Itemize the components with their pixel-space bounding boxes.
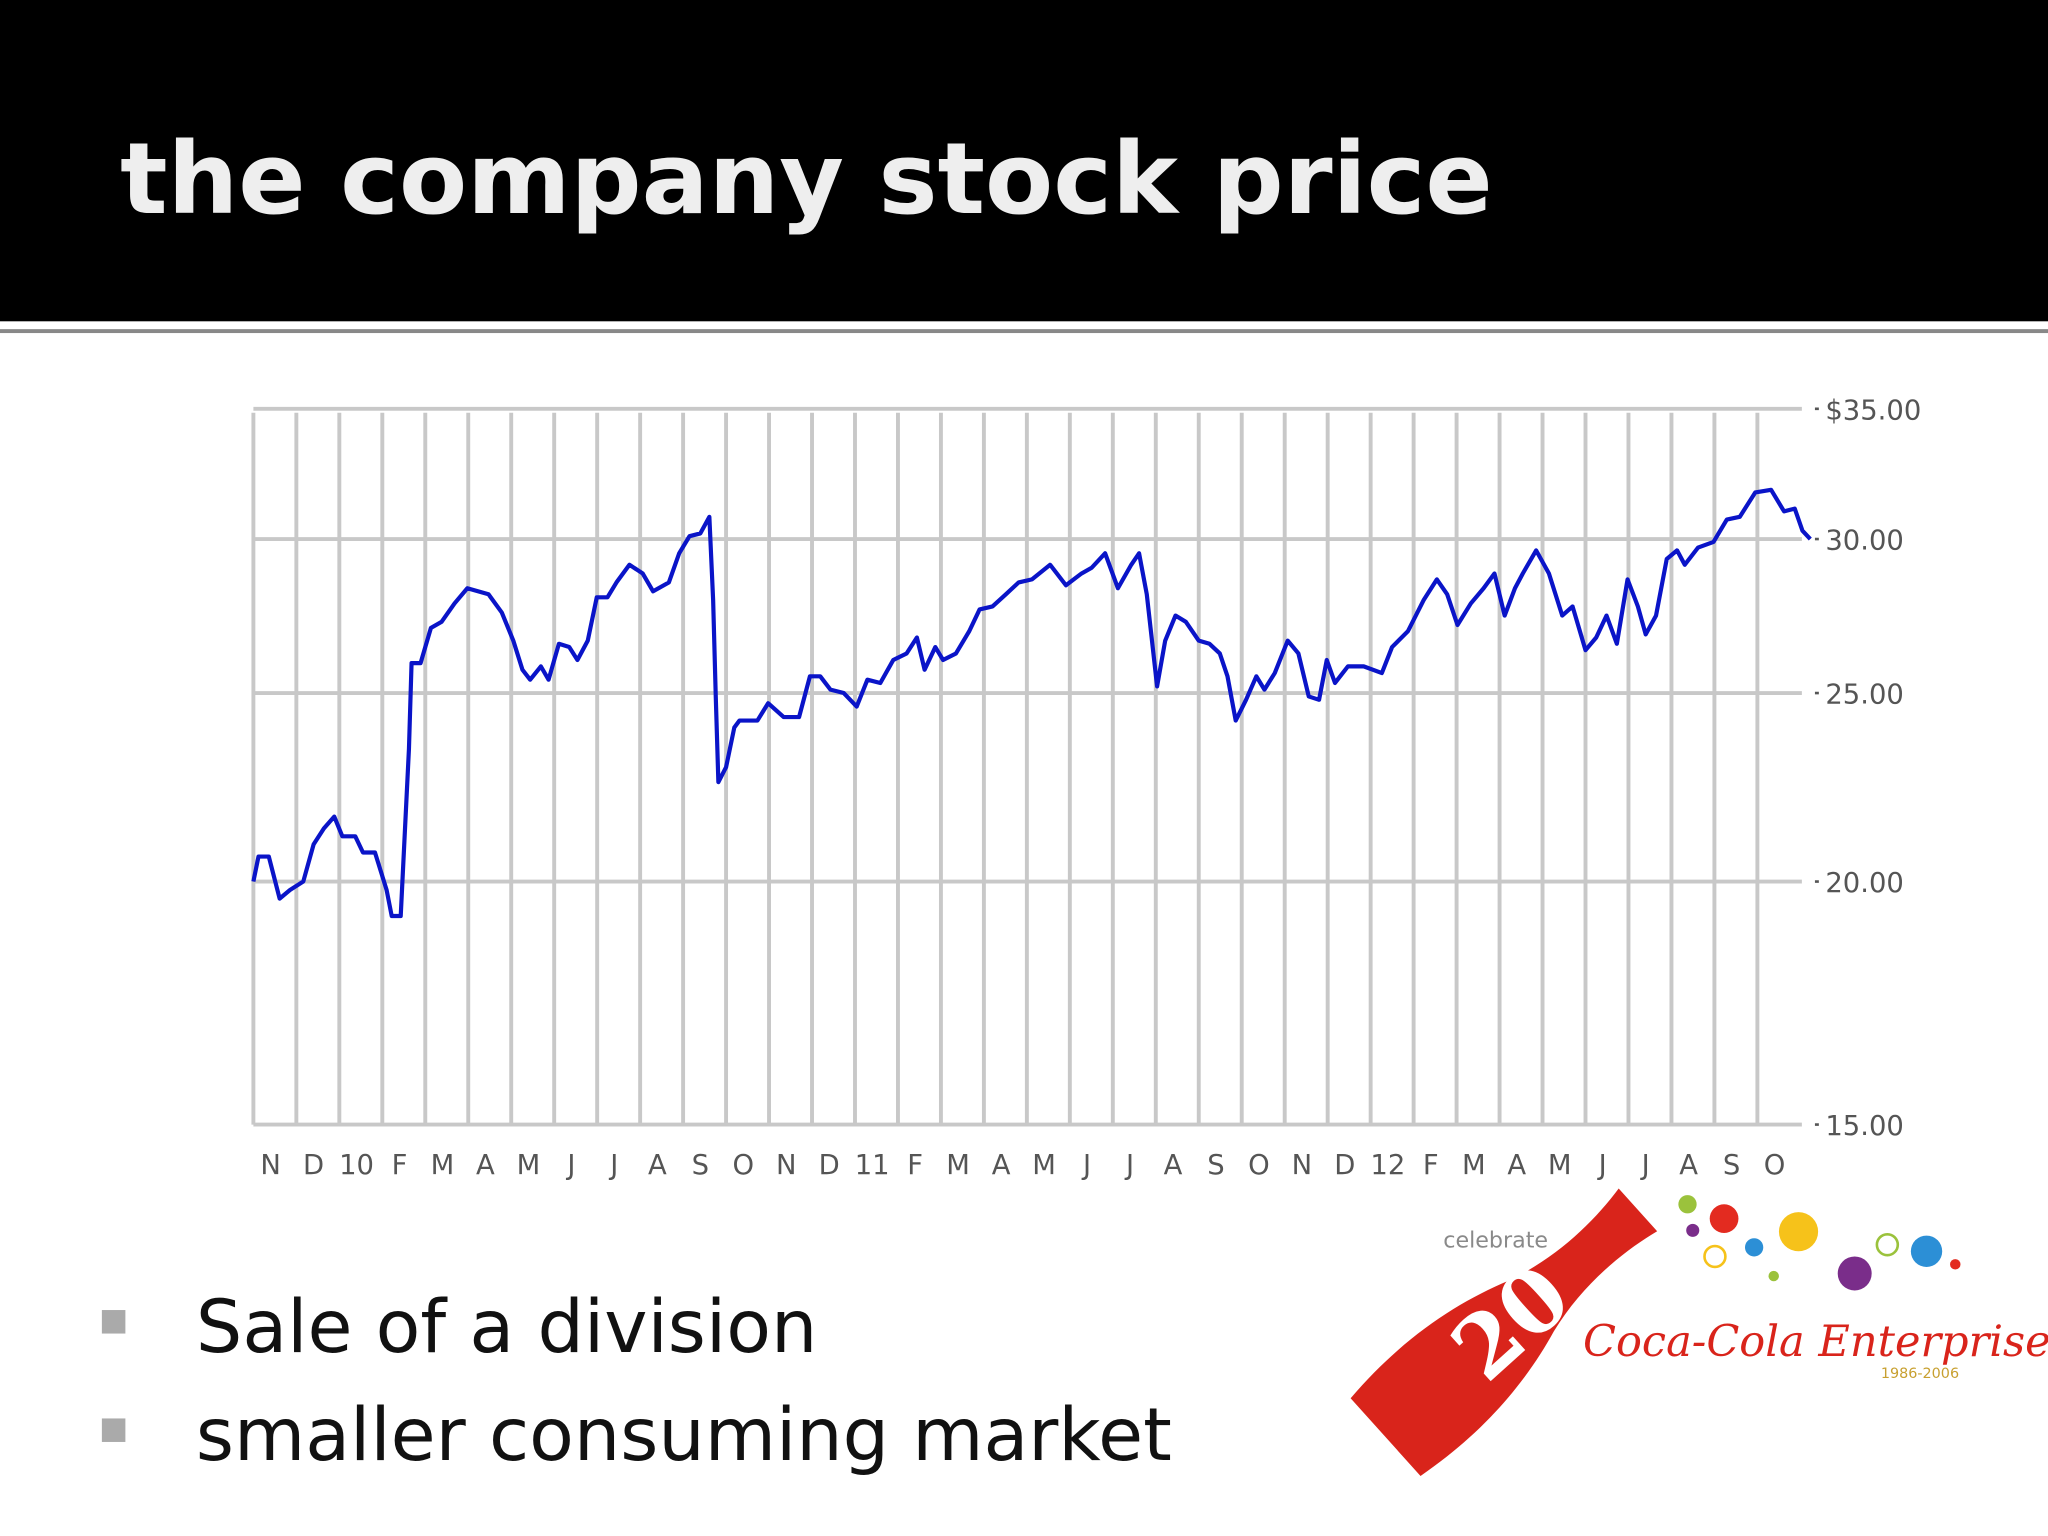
x-tick-label: A [1164, 1150, 1183, 1181]
x-tick-label: O [732, 1150, 754, 1181]
price-line [251, 487, 1812, 919]
logo-dot [1686, 1223, 1700, 1237]
logo-bottle: 20 [1350, 1188, 1658, 1476]
bullet-marker [101, 1418, 126, 1442]
bullet-marker [101, 1310, 126, 1334]
bullet-text: Sale of a division [196, 1285, 817, 1370]
y-tick-label: $35.00 [1825, 395, 1921, 426]
y-tick-label: 20.00 [1825, 868, 1903, 899]
x-tick-label: S [1207, 1150, 1224, 1181]
x-tick-label: S [1723, 1150, 1740, 1181]
x-tick-label: J [1081, 1150, 1091, 1181]
x-tick-label: A [1679, 1150, 1698, 1181]
x-tick-label: J [1597, 1150, 1607, 1181]
x-tick-label: M [431, 1150, 455, 1181]
x-tick-label: O [1248, 1150, 1270, 1181]
y-tick-label: 25.00 [1825, 680, 1903, 711]
logo-brand: Coca-Cola Enterprises [1583, 1317, 2048, 1367]
y-tick-label: 15.00 [1825, 1111, 1903, 1142]
x-tick-label: D [1334, 1150, 1355, 1181]
x-tick-label: A [1507, 1150, 1526, 1181]
slide-title: the company stock price [120, 122, 1493, 237]
y-tick-label: 30.00 [1825, 525, 1903, 556]
x-tick-label: F [392, 1150, 408, 1181]
x-tick-label: F [907, 1150, 923, 1181]
x-tick-label: M [946, 1150, 970, 1181]
x-tick-label: J [565, 1150, 575, 1181]
bullet-text: smaller consuming market [196, 1393, 1172, 1478]
x-tick-label: A [648, 1150, 667, 1181]
x-tick-label: 10 [339, 1150, 374, 1181]
logo-dot [1703, 1244, 1727, 1269]
logo-dot [1709, 1204, 1739, 1233]
logo-dot [1910, 1235, 1943, 1267]
logo-dot [1744, 1238, 1764, 1257]
x-tick-label: N [776, 1150, 797, 1181]
x-tick-label: J [608, 1150, 618, 1181]
x-tick-label: M [1462, 1150, 1486, 1181]
x-tick-label: D [819, 1150, 840, 1181]
logo-dot [1875, 1232, 1900, 1257]
x-tick-label: N [260, 1150, 281, 1181]
x-tick-label: A [476, 1150, 495, 1181]
x-tick-label: 11 [855, 1150, 890, 1181]
x-tick-label: M [1032, 1150, 1056, 1181]
x-tick-label: M [1548, 1150, 1572, 1181]
logo-dot [1837, 1256, 1872, 1291]
x-tick-label: M [517, 1150, 541, 1181]
chart: N D 10 F M A M J J A S O N D 11 F M A M J J A S O N D 12 F M A M J J A S O$… [251, 395, 1921, 1181]
title-rule [0, 329, 2048, 334]
title-band [0, 0, 2048, 322]
x-tick-label: J [1124, 1150, 1134, 1181]
logo-years: 1986-2006 [1881, 1366, 1959, 1382]
x-tick-label: J [1640, 1150, 1650, 1181]
logo-dot [1678, 1195, 1697, 1214]
x-tick-label: D [303, 1150, 324, 1181]
logo-dot [1768, 1270, 1779, 1282]
x-tick-label: F [1423, 1150, 1439, 1181]
logo: 20 celebrate Coca-Cola Enterprises 1986-… [1350, 1188, 2048, 1476]
x-tick-label: N [1292, 1150, 1313, 1181]
logo-dot [1950, 1259, 1961, 1270]
logo-dot [1778, 1212, 1819, 1252]
x-tick-label: A [992, 1150, 1011, 1181]
x-tick-label: O [1764, 1150, 1786, 1181]
x-tick-label: 12 [1370, 1150, 1405, 1181]
logo-tagline: celebrate [1443, 1227, 1548, 1253]
x-tick-label: S [692, 1150, 709, 1181]
